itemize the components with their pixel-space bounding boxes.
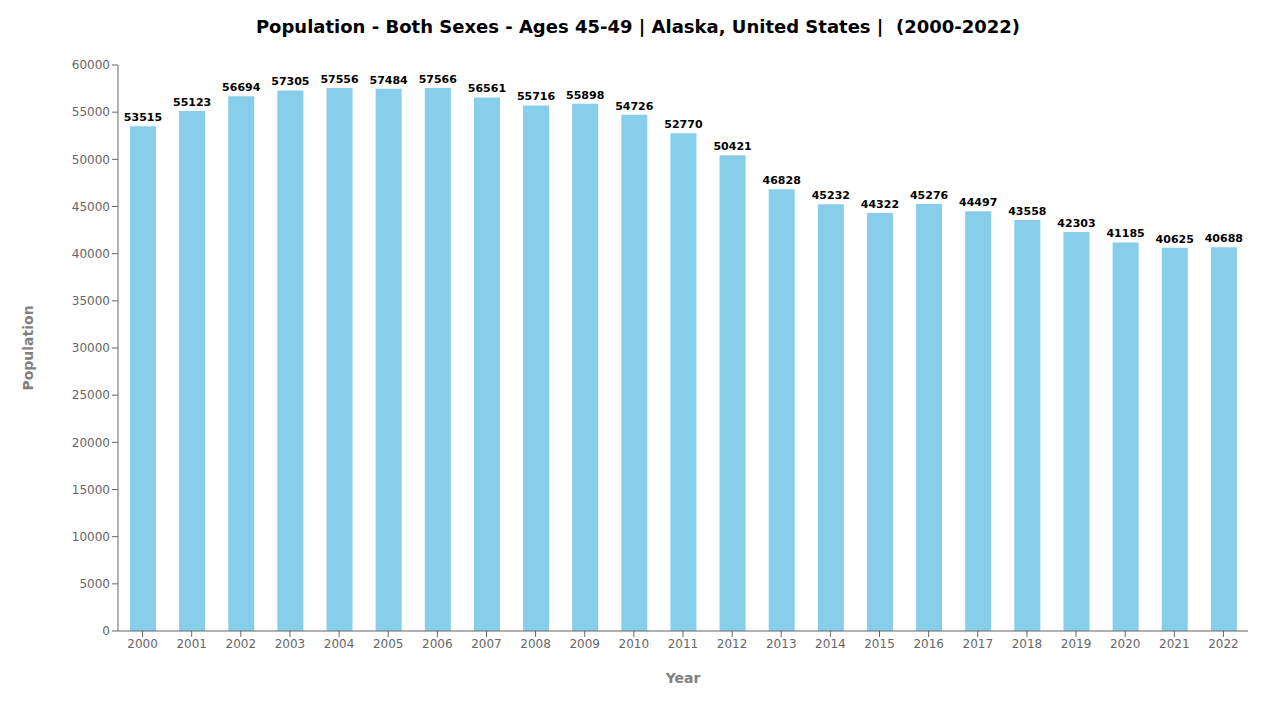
svg-text:30000: 30000: [72, 341, 110, 355]
svg-text:45276: 45276: [910, 189, 949, 202]
svg-text:2020: 2020: [1110, 637, 1141, 651]
svg-text:57305: 57305: [271, 75, 309, 88]
svg-text:2003: 2003: [275, 637, 306, 651]
svg-text:0: 0: [102, 624, 110, 638]
svg-text:45232: 45232: [812, 189, 850, 202]
svg-text:53515: 53515: [124, 111, 162, 124]
svg-text:55123: 55123: [173, 96, 211, 109]
svg-text:2005: 2005: [373, 637, 404, 651]
svg-text:Year: Year: [665, 670, 701, 686]
svg-text:44322: 44322: [861, 198, 899, 211]
svg-text:2010: 2010: [619, 637, 650, 651]
svg-text:2015: 2015: [864, 637, 895, 651]
svg-text:2007: 2007: [471, 637, 502, 651]
svg-text:50421: 50421: [713, 140, 751, 153]
svg-text:2008: 2008: [520, 637, 551, 651]
svg-text:57556: 57556: [320, 73, 359, 86]
svg-text:2013: 2013: [766, 637, 797, 651]
svg-text:50000: 50000: [72, 153, 110, 167]
svg-text:2006: 2006: [422, 637, 453, 651]
svg-text:43558: 43558: [1008, 205, 1046, 218]
svg-text:2022: 2022: [1208, 637, 1239, 651]
svg-text:55898: 55898: [566, 89, 604, 102]
svg-text:42303: 42303: [1057, 217, 1095, 230]
svg-text:45000: 45000: [72, 200, 110, 214]
svg-text:10000: 10000: [72, 530, 110, 544]
svg-text:2018: 2018: [1012, 637, 1043, 651]
html-text:Population - Both Sexes - Ages: Population - Both Sexes - Ages 45-49 | A…: [255, 16, 1021, 37]
svg-text:2017: 2017: [963, 637, 994, 651]
svg-text:57484: 57484: [370, 74, 409, 87]
svg-text:40625: 40625: [1156, 233, 1194, 246]
svg-text:46828: 46828: [763, 174, 801, 187]
svg-text:52770: 52770: [664, 118, 703, 131]
svg-text:2004: 2004: [324, 637, 355, 651]
svg-text:Population: Population: [20, 305, 36, 390]
svg-text:2011: 2011: [668, 637, 699, 651]
svg-text:2009: 2009: [569, 637, 600, 651]
svg-text:57566: 57566: [419, 73, 458, 86]
svg-text:2019: 2019: [1061, 637, 1092, 651]
svg-text:20000: 20000: [72, 436, 110, 450]
svg-text:15000: 15000: [72, 483, 110, 497]
svg-text:2012: 2012: [717, 637, 748, 651]
svg-text:44497: 44497: [959, 196, 997, 209]
svg-text:60000: 60000: [72, 58, 110, 72]
svg-text:2021: 2021: [1159, 637, 1190, 651]
svg-text:40688: 40688: [1205, 232, 1243, 245]
svg-text:41185: 41185: [1106, 227, 1144, 240]
svg-text:55716: 55716: [517, 90, 556, 103]
svg-text:2016: 2016: [913, 637, 944, 651]
svg-text:55000: 55000: [72, 105, 110, 119]
svg-text:2000: 2000: [127, 637, 158, 651]
svg-text:2014: 2014: [815, 637, 846, 651]
svg-text:35000: 35000: [72, 294, 110, 308]
svg-text:5000: 5000: [79, 577, 110, 591]
svg-text:56561: 56561: [468, 82, 506, 95]
svg-text:25000: 25000: [72, 388, 110, 402]
svg-text:2001: 2001: [176, 637, 207, 651]
svg-text:2002: 2002: [226, 637, 257, 651]
svg-text:56694: 56694: [222, 81, 261, 94]
svg-text:40000: 40000: [72, 247, 110, 261]
svg-text:54726: 54726: [615, 100, 654, 113]
